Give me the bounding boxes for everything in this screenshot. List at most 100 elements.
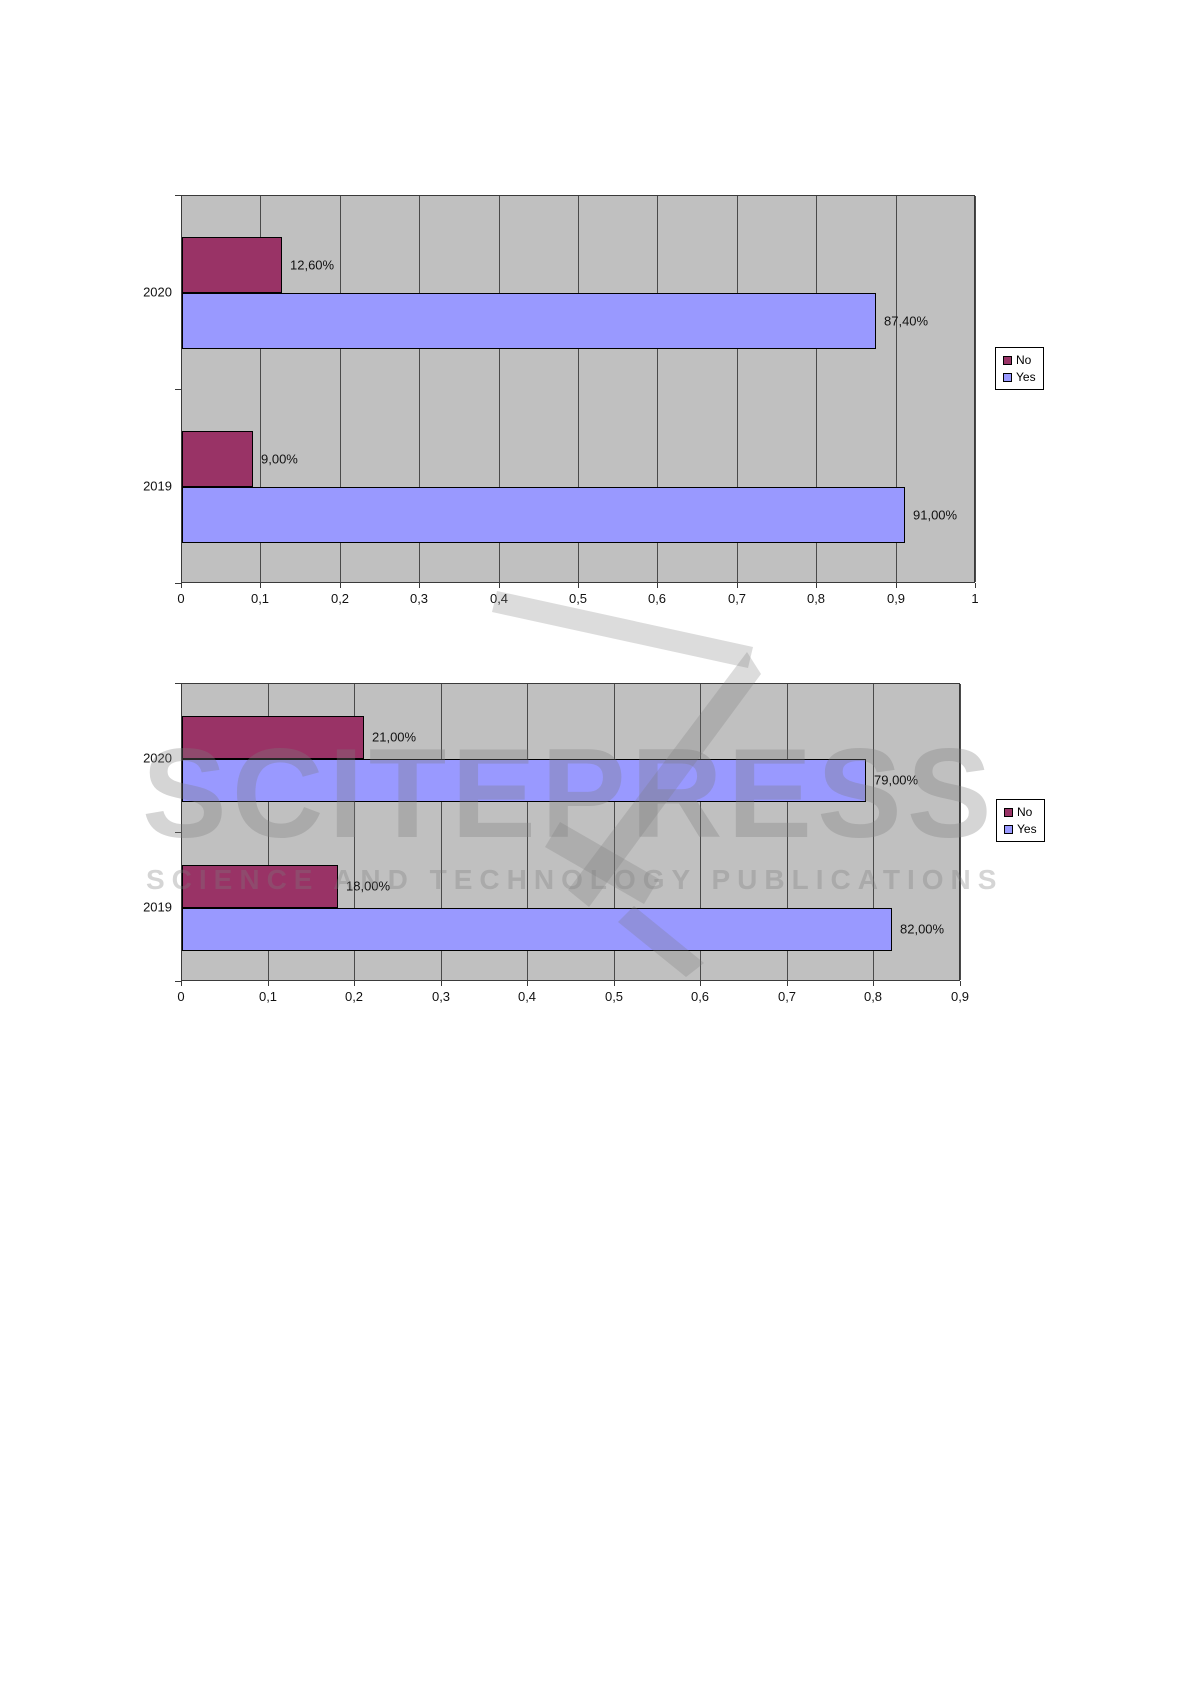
x-axis-tick (181, 583, 182, 588)
bar-value-label: 18,00% (346, 878, 391, 894)
x-axis-tick (700, 981, 701, 986)
x-axis-tick (960, 981, 961, 986)
x-axis-tick-label: 0,7 (777, 989, 797, 1004)
category-label: 2019 (143, 478, 172, 494)
gridline (873, 684, 874, 980)
bar-value-label: 9,00% (261, 451, 298, 467)
category-label: 2019 (143, 899, 172, 914)
legend-label: No (1017, 805, 1033, 819)
x-axis-tick (268, 981, 269, 986)
gridline (975, 196, 976, 582)
bar-yes-2020 (182, 293, 876, 349)
x-axis-tick-label: 0 (177, 591, 185, 606)
gridline (354, 684, 355, 980)
x-axis-tick (873, 981, 874, 986)
x-axis-tick-label: 0,8 (863, 989, 883, 1004)
x-axis-tick (260, 583, 261, 588)
bar-value-label: 82,00% (900, 921, 945, 937)
y-axis-tick (175, 389, 181, 390)
gridline (700, 684, 701, 980)
category-label: 2020 (143, 284, 172, 300)
y-axis-tick (175, 583, 181, 584)
x-axis-tick-label: 0,2 (330, 591, 350, 606)
legend-swatch-no-icon (1004, 807, 1013, 817)
legend-box: No Yes (995, 347, 1044, 390)
bar-value-label: 21,00% (372, 729, 417, 745)
x-axis-tick (441, 981, 442, 986)
bar-yes-2019 (182, 487, 905, 543)
x-axis-tick-label: 0,4 (489, 591, 509, 606)
y-axis-tick (175, 195, 181, 196)
x-axis-tick-label: 0,1 (250, 591, 270, 606)
bar-yes-2020 (182, 759, 866, 802)
plot-area: 21,00% 79,00% 18,00% 82,00% (181, 683, 961, 981)
x-axis-tick (657, 583, 658, 588)
y-axis-tick (175, 981, 181, 982)
x-axis-tick (896, 583, 897, 588)
legend-swatch-no-icon (1003, 355, 1012, 365)
y-axis-tick (175, 832, 181, 833)
x-axis-tick (499, 583, 500, 588)
bar-value-label: 12,60% (290, 257, 335, 273)
x-axis-tick (527, 981, 528, 986)
bar-no-2020 (182, 237, 282, 293)
gridline (260, 196, 261, 582)
gridline (614, 684, 615, 980)
gridline (816, 196, 817, 582)
x-axis-tick-label: 0 (177, 989, 185, 1004)
legend-item-no: No (1003, 354, 1036, 366)
legend-label: Yes (1016, 370, 1036, 384)
bar-no-2019 (182, 865, 338, 908)
legend-item-yes: Yes (1004, 823, 1037, 835)
x-axis-tick (787, 981, 788, 986)
category-label: 2020 (143, 750, 172, 765)
x-axis-tick-label: 0,3 (409, 591, 429, 606)
x-axis-tick-label: 1 (971, 591, 979, 606)
gridline (657, 196, 658, 582)
bar-value-label: 91,00% (913, 507, 958, 523)
legend-swatch-yes-icon (1004, 824, 1013, 834)
plot-area: 12,60% 87,40% 9,00% 91,00% (181, 195, 976, 583)
x-axis-tick-label: 0,7 (727, 591, 747, 606)
y-axis-tick (175, 683, 181, 684)
legend-box: No Yes (996, 799, 1045, 842)
gridline (268, 684, 269, 980)
x-axis-tick-label: 0,5 (568, 591, 588, 606)
legend-label: Yes (1017, 822, 1037, 836)
x-axis-tick-label: 0,8 (806, 591, 826, 606)
gridline (737, 196, 738, 582)
gridline (441, 684, 442, 980)
x-axis-tick (816, 583, 817, 588)
x-axis-tick (340, 583, 341, 588)
legend-item-no: No (1004, 806, 1037, 818)
x-axis-tick-label: 0,9 (886, 591, 906, 606)
x-axis-tick-label: 0,2 (344, 989, 364, 1004)
gridline (419, 196, 420, 582)
x-axis-tick-label: 0,1 (258, 989, 278, 1004)
gridline (787, 684, 788, 980)
bar-value-label: 87,40% (884, 313, 929, 329)
x-axis-tick-label: 0,4 (517, 989, 537, 1004)
legend-label: No (1016, 353, 1032, 367)
bar-no-2020 (182, 716, 364, 759)
x-axis-tick (419, 583, 420, 588)
bar-no-2019 (182, 431, 253, 487)
x-axis-tick-label: 0,9 (950, 989, 970, 1004)
gridline (578, 196, 579, 582)
x-axis-tick-label: 0,5 (604, 989, 624, 1004)
gridline (896, 196, 897, 582)
gridline (499, 196, 500, 582)
gridline (527, 684, 528, 980)
x-axis-tick (975, 583, 976, 588)
legend-swatch-yes-icon (1003, 372, 1012, 382)
bar-value-label: 79,00% (874, 772, 919, 788)
gridline (960, 684, 961, 980)
x-axis-tick (181, 981, 182, 986)
x-axis-tick (614, 981, 615, 986)
legend-item-yes: Yes (1003, 371, 1036, 383)
gridline (340, 196, 341, 582)
x-axis-tick-label: 0,6 (647, 591, 667, 606)
